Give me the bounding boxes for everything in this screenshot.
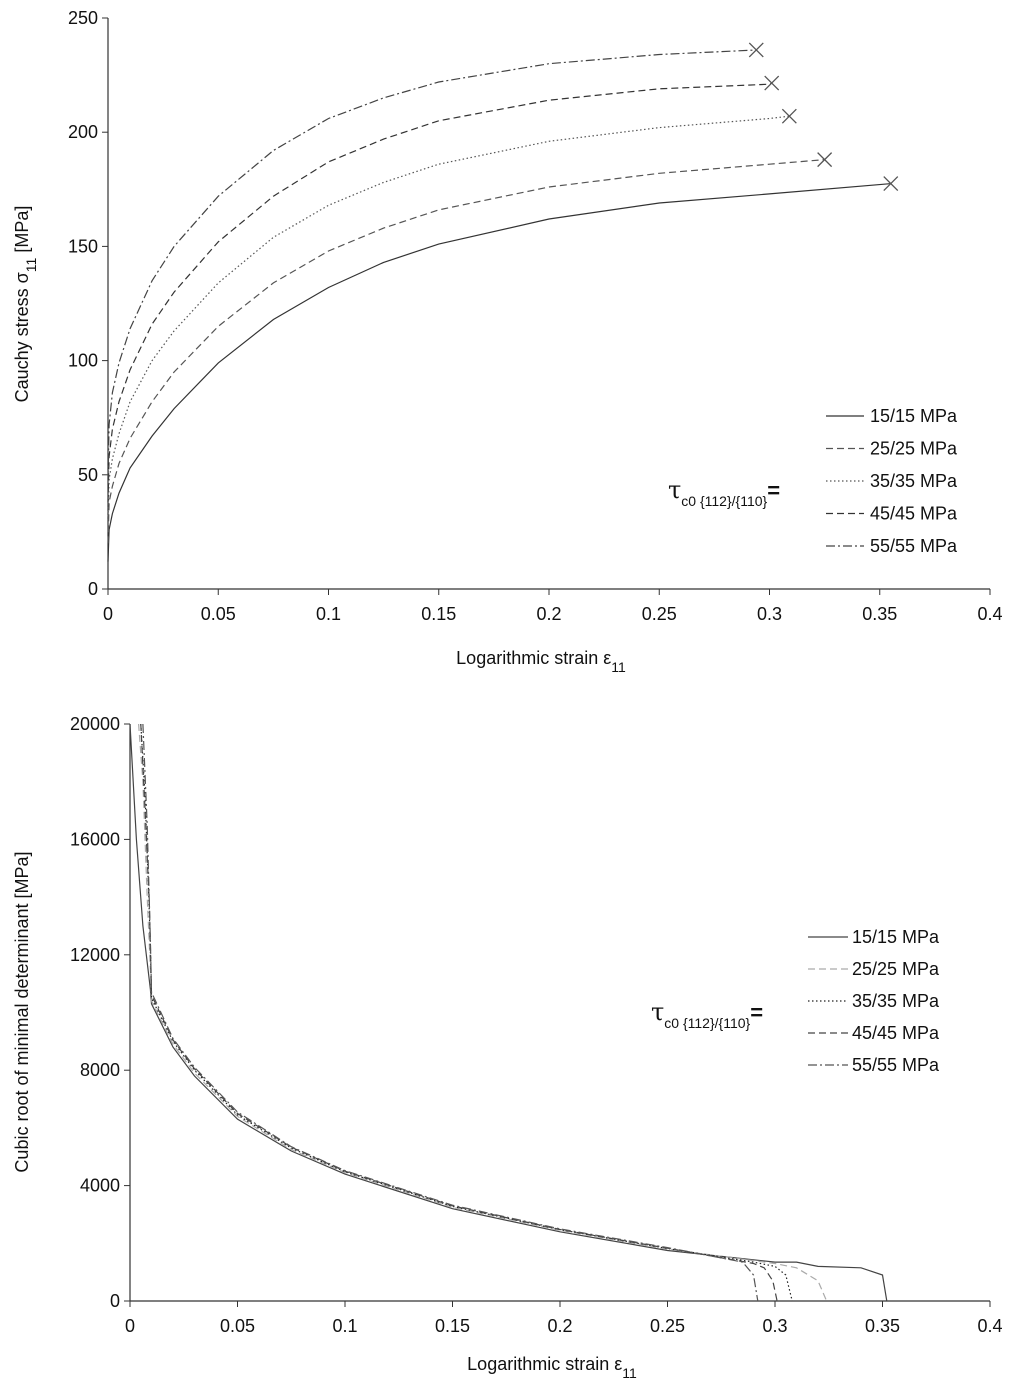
y-tick-label: 0 (110, 1291, 120, 1311)
y-tick-label: 8000 (80, 1060, 120, 1080)
legend-prefix-subscript: c0 {112}/{110} (681, 493, 767, 509)
legend-label-3: 35/35 MPa (852, 991, 940, 1011)
legend-label-5: 55/55 MPa (870, 536, 958, 556)
y-tick-label: 200 (68, 122, 98, 142)
y-tick-label: 100 (68, 351, 98, 371)
series-line-1 (107, 183, 891, 562)
y-axis-label-text: Cubic root of minimal determinant [MPa] (12, 851, 32, 1172)
y-tick-label: 12000 (70, 945, 120, 965)
x-tick-label: 0.15 (435, 1316, 470, 1336)
legend-prefix-subscript: c0 {112}/{110} (664, 1015, 750, 1031)
series-line-2 (107, 159, 825, 544)
series-line-1 (129, 723, 888, 1302)
legend-label-4: 45/45 MPa (852, 1023, 940, 1043)
determinant-strain-chart: 0 0.05 0.1 0.15 0.2 0.25 0.3 0.35 0.4 0 4000 8000 12… (12, 714, 1003, 1378)
x-tick-label: 0.25 (642, 604, 677, 624)
series-line-5 (142, 723, 759, 1302)
legend-prefix-symbol: τ (651, 998, 664, 1026)
x-tick-label: 0 (125, 1316, 135, 1336)
failure-marker-4 (764, 75, 780, 91)
legend-prefix-symbol: τ (668, 476, 681, 504)
legend-prefix: τc0 {112}/{110}= (651, 998, 763, 1031)
x-tick-label: 0.1 (316, 604, 341, 624)
x-tick-label: 0.2 (547, 1316, 572, 1336)
x-tick-label: 0.05 (220, 1316, 255, 1336)
x-tick-label: 0 (103, 604, 113, 624)
x-tick-label: 0.25 (650, 1316, 685, 1336)
legend-label-2: 25/25 MPa (870, 439, 958, 459)
legend-prefix-equals: = (767, 478, 780, 503)
series-line-2 (138, 723, 828, 1302)
y-axis-label: Cubic root of minimal determinant [MPa] (12, 851, 32, 1172)
failure-marker-3 (781, 108, 797, 124)
x-tick-label: 0.3 (757, 604, 782, 624)
x-axis-label-text: Logarithmic strain ε (456, 648, 611, 668)
failure-marker-5 (748, 42, 764, 58)
y-tick-label: 50 (78, 465, 98, 485)
y-axis-label: Cauchy stress σ11 [MPa] (12, 206, 39, 403)
legend-prefix: τc0 {112}/{110}= (668, 476, 780, 509)
y-axis-label-text: Cauchy stress σ (12, 272, 32, 402)
stress-strain-chart: 0 0.05 0.1 0.15 0.2 0.25 0.3 0.35 0.4 0 50 100 150 20… (12, 8, 1003, 675)
y-tick-label: 16000 (70, 829, 120, 849)
legend-prefix-equals: = (750, 1000, 763, 1025)
x-axis-label-text: Logarithmic strain ε (467, 1354, 622, 1374)
y-tick-label: 20000 (70, 714, 120, 734)
x-tick-label: 0.3 (762, 1316, 787, 1336)
x-tick-label: 0.2 (536, 604, 561, 624)
y-axis-label-subscript: 11 (23, 257, 39, 272)
x-axis-label: Logarithmic strain ε11 (456, 648, 626, 675)
series-line-3 (140, 723, 793, 1302)
x-tick-label: 0.05 (201, 604, 236, 624)
legend-label-1: 15/15 MPa (870, 406, 958, 426)
x-tick-label: 0.1 (332, 1316, 357, 1336)
y-axis-label-unit: [MPa] (12, 206, 32, 258)
failure-marker-1 (883, 176, 899, 192)
x-tick-label: 0.15 (421, 604, 456, 624)
x-axis-label: Logarithmic strain ε11 (467, 1354, 637, 1378)
x-tick-label: 0.35 (862, 604, 897, 624)
series-line-5 (107, 49, 757, 480)
x-tick-label: 0.35 (865, 1316, 900, 1336)
legend-label-4: 45/45 MPa (870, 504, 958, 524)
legend-label-1: 15/15 MPa (852, 927, 940, 947)
y-tick-label: 250 (68, 8, 98, 28)
x-tick-label: 0.4 (977, 604, 1002, 624)
failure-marker-2 (817, 152, 833, 168)
x-axis-label-subscript: 11 (622, 1365, 637, 1378)
y-tick-label: 150 (68, 236, 98, 256)
y-tick-label: 0 (88, 579, 98, 599)
legend-label-5: 55/55 MPa (852, 1055, 940, 1075)
legend-label-3: 35/35 MPa (870, 471, 958, 491)
legend-label-2: 25/25 MPa (852, 959, 940, 979)
x-axis-label-subscript: 11 (611, 659, 626, 675)
x-tick-label: 0.4 (977, 1316, 1002, 1336)
y-tick-label: 4000 (80, 1176, 120, 1196)
